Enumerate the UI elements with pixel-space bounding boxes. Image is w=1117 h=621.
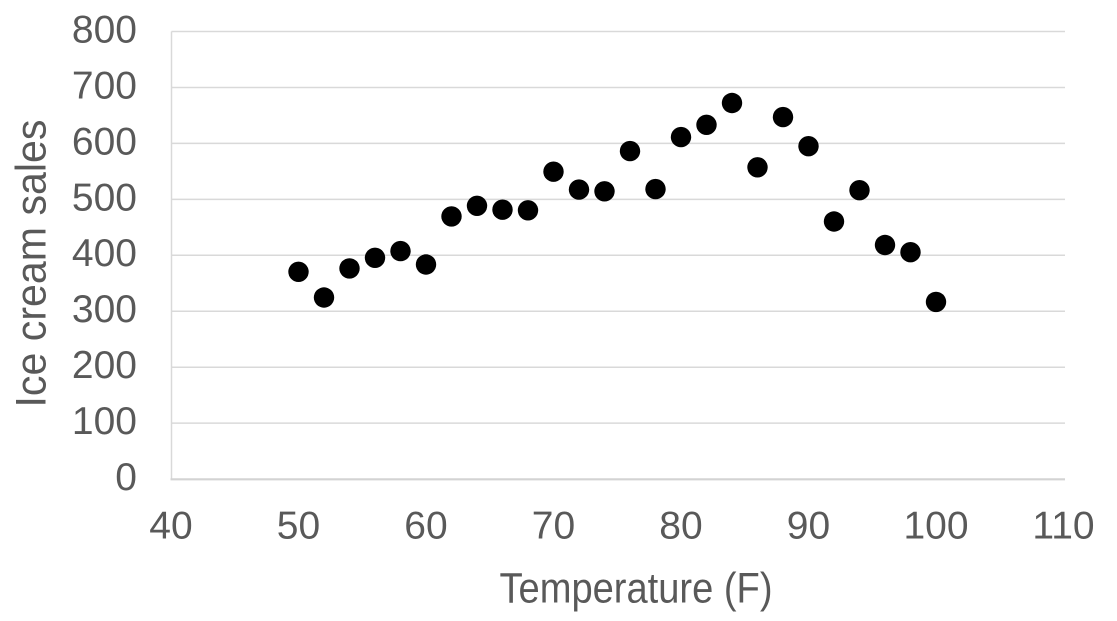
svg-text:70: 70	[532, 505, 575, 548]
svg-text:40: 40	[149, 505, 192, 548]
svg-text:700: 700	[72, 64, 137, 107]
svg-text:0: 0	[115, 456, 137, 499]
svg-text:110: 110	[1032, 505, 1094, 548]
svg-text:100: 100	[903, 505, 968, 548]
svg-text:400: 400	[72, 232, 137, 275]
svg-text:800: 800	[72, 8, 137, 51]
svg-text:300: 300	[72, 288, 137, 331]
svg-text:80: 80	[659, 505, 702, 548]
svg-text:200: 200	[72, 344, 137, 387]
svg-text:Ice cream sales: Ice cream sales	[8, 120, 56, 408]
svg-text:Temperature (F): Temperature (F)	[500, 565, 773, 613]
svg-text:50: 50	[277, 505, 320, 548]
svg-text:600: 600	[72, 120, 137, 163]
svg-text:90: 90	[787, 505, 830, 548]
svg-text:100: 100	[72, 400, 137, 443]
svg-text:60: 60	[404, 505, 447, 548]
svg-text:500: 500	[72, 176, 137, 219]
